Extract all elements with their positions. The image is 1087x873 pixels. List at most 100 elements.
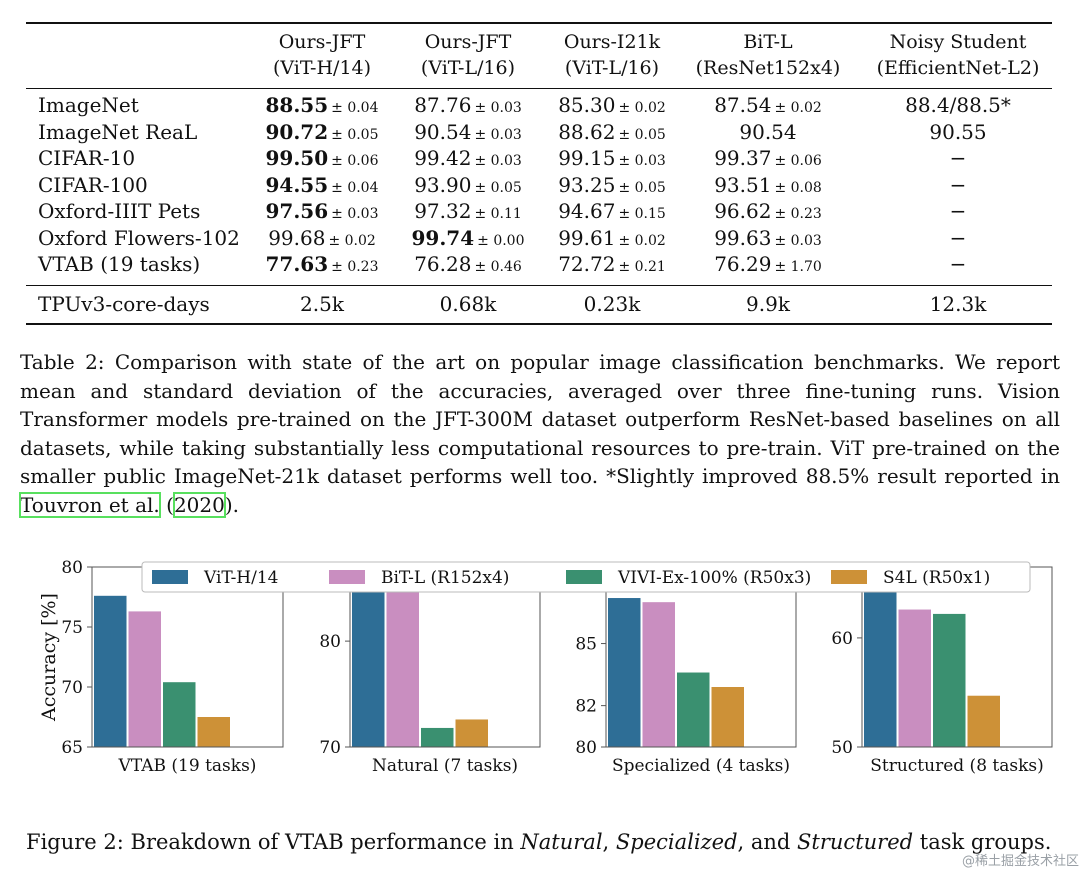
cell-std: ± 0.03 [474,126,522,143]
cell-std: ± 0.03 [474,153,522,169]
table-cell: 99.63 ± 0.03 [714,226,822,253]
column-header-line2: (ResNet152x4) [695,57,841,79]
cell-value: 77.63 [265,252,329,276]
table-cell: 77.63 ± 0.23 [266,252,379,279]
footer-label: TPUv3-core-days [38,292,210,316]
bar-bit-l-r152x4- [128,611,161,747]
x-axis-label: Structured (8 tasks) [870,756,1044,776]
cell-std: ± 0.04 [331,100,379,116]
column-header: BiT-L (ResNet152x4) [696,29,841,81]
figure-caption-sep2: , and [737,830,798,854]
cell-value: 94.67 [558,199,616,223]
citation-author-link[interactable]: Touvron et al. [19,491,161,518]
cell-std: ± 0.02 [618,100,666,116]
bar-bit-l-r152x4- [642,602,675,747]
x-axis-label: Natural (7 tasks) [372,756,518,776]
column-header: Noisy Student (EfficientNet-L2) [877,29,1040,81]
table-cell: 99.61 ± 0.02 [558,226,666,253]
table-cell: 87.54 ± 0.02 [714,93,822,120]
cell-value: 99.74 [411,225,475,250]
column-header: Ours-I21k (ViT-L/16) [564,29,660,81]
results-table: Ours-JFT (ViT-H/14) Ours-JFT (ViT-L/16) Ours… [26,22,1052,332]
legend-swatch [831,570,867,584]
y-tick-label: 70 [319,738,341,758]
cell-std: ± 0.02 [774,100,822,116]
cell-value: − [949,199,967,223]
column-header-line2: (EfficientNet-L2) [876,57,1040,79]
cell-value: 99.61 [558,225,616,250]
y-tick-label: 65 [61,738,83,758]
cell-std: ± 0.04 [331,179,379,196]
column-header: Ours-JFT (ViT-H/14) [273,29,371,81]
row-label: CIFAR-100 [38,172,148,197]
table-cell: − [950,252,967,276]
legend-swatch [152,570,188,584]
legend-label: VIVI-Ex-100% (R50x3) [617,568,811,588]
cell-std: ± 0.06 [331,153,379,169]
table-cell: 99.37 ± 0.06 [714,146,822,173]
column-header-line1: Ours-JFT [424,31,512,53]
bar-vit-h-14 [94,595,127,747]
bar-s4l-r50x1- [967,695,1000,747]
cell-value: 99.42 [414,146,472,170]
figure-caption-prefix: Figure 2: Breakdown of VTAB performance … [26,830,521,854]
legend-label: ViT-H/14 [203,568,279,588]
figure-caption-sep1: , [602,830,616,854]
table-cell: 97.56 ± 0.03 [266,199,379,226]
bar-vit-h-14 [608,598,641,747]
cell-std: ± 0.15 [618,206,666,222]
bar-vit-h-14 [352,577,385,747]
column-header: Ours-JFT (ViT-L/16) [421,29,515,81]
bar-s4l-r50x1- [455,719,488,747]
y-tick-label: 85 [575,635,597,655]
cell-std: ± 0.23 [774,206,822,222]
table-cell: 93.90 ± 0.05 [414,173,522,200]
table-cell: 88.62 ± 0.05 [558,120,666,147]
table-cell: 90.54 ± 0.03 [414,120,522,147]
table-cell: 85.30 ± 0.02 [558,93,666,120]
table-header-rule [26,88,1052,89]
caption-text: Table 2: Comparison with state of the ar… [20,350,1060,488]
cell-value: − [949,146,967,170]
x-axis-label: VTAB (19 tasks) [118,756,257,776]
table-bottom-rule [26,323,1052,325]
bar-bit-l-r152x4- [386,586,419,747]
row-label: VTAB (19 tasks) [38,252,201,276]
figure-caption-specialized: Specialized [615,830,738,854]
cell-value: 97.56 [265,199,329,223]
column-header-line1: Ours-I21k [563,31,661,53]
table-cell: 94.55 ± 0.04 [266,173,379,200]
figure-caption: Figure 2: Breakdown of VTAB performance … [26,830,1051,854]
cell-value: 85.30 [558,93,616,117]
bar-vit-h-14 [864,585,897,747]
footer-value: 9.9k [746,292,790,316]
footer-value: 2.5k [300,292,344,316]
cell-std: ± 0.00 [477,232,525,249]
cell-value: − [949,172,967,197]
x-axis-label: Specialized (4 tasks) [612,756,790,776]
cell-value: 76.29 [714,252,772,276]
table-cell: 99.15 ± 0.03 [558,146,666,173]
citation-year-link[interactable]: 2020 [172,491,226,518]
table-cell: 87.76 ± 0.03 [414,93,522,120]
table-cell: 90.55 [929,120,986,144]
cell-value: 96.62 [714,199,772,223]
cell-std: ± 0.46 [474,259,522,275]
bar-vivi-ex-100-r50x3- [421,727,454,747]
column-header-line2: (ViT-L/16) [420,57,516,79]
cell-value: 88.62 [558,119,616,144]
cell-value: − [949,252,967,276]
y-tick-label: 82 [575,697,597,717]
cell-std: ± 0.11 [474,206,522,222]
cell-value: 93.25 [558,172,616,197]
cell-value: 99.50 [265,146,329,170]
cell-std: ± 0.05 [331,126,379,143]
table-cell: 99.50 ± 0.06 [266,146,379,173]
cell-value: 94.55 [265,172,329,197]
bar-s4l-r50x1- [711,687,744,747]
column-header-line1: Noisy Student [889,31,1027,53]
cell-value: 93.51 [714,172,772,197]
cell-std: ± 0.03 [474,100,522,116]
legend-label: S4L (R50x1) [883,568,990,588]
y-tick-label: 50 [831,738,853,758]
